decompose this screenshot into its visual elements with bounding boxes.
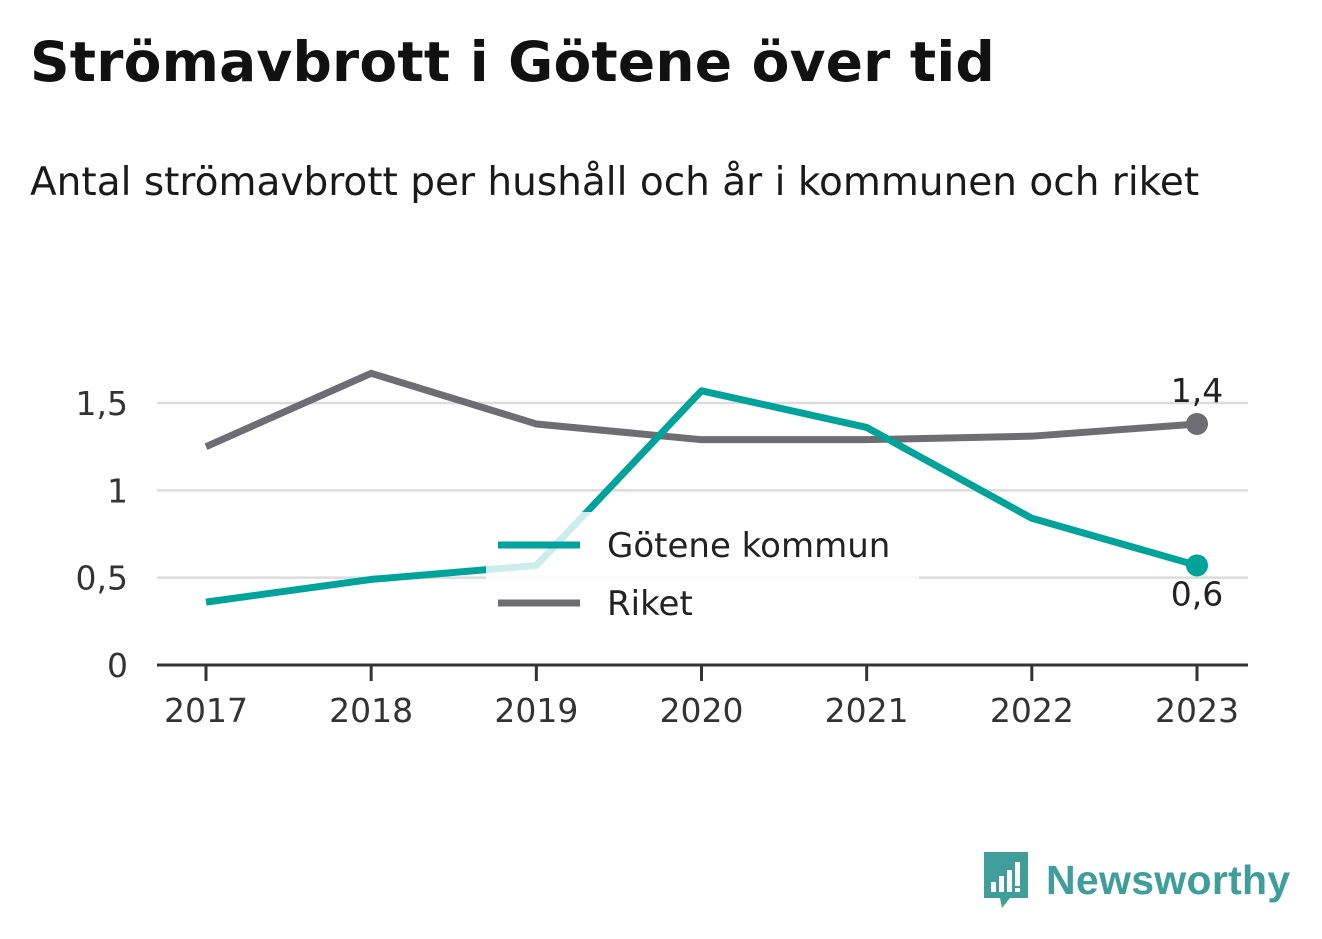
series-line-gotene: [205, 387, 1198, 606]
end-marker: [1186, 412, 1208, 435]
logo-text: Newsworthy: [1046, 856, 1291, 903]
legend-label: Götene kommun: [607, 526, 890, 566]
y-tick-label: 1,5: [76, 384, 128, 423]
y-tick-label: 0: [107, 646, 128, 685]
x-tick-label: 2018: [329, 691, 413, 730]
chart-title: Strömavbrott i Götene över tid: [30, 30, 995, 94]
legend-label: Riket: [607, 584, 693, 624]
end-markers: 0,6 1,4: [1171, 371, 1223, 613]
end-marker: [1186, 554, 1208, 577]
newsworthy-logo: Newsworthy: [980, 848, 1291, 912]
legend-background: [486, 512, 919, 630]
x-axis-ticks: 2017 2018 2019 2020 2021 2022 2023: [164, 665, 1239, 730]
series-lines: [204, 369, 1198, 606]
chart-subtitle: Antal strömavbrott per hushåll och år i …: [30, 160, 1200, 205]
x-tick-label: 2022: [990, 691, 1074, 730]
end-value-label: 0,6: [1171, 574, 1223, 613]
y-axis-tick-labels: 0 0,5 1 1,5: [76, 384, 128, 685]
y-tick-label: 1: [107, 471, 128, 510]
end-value-label: 1,4: [1171, 371, 1223, 410]
legend: Götene kommun Riket: [486, 512, 919, 630]
x-tick-label: 2020: [660, 691, 744, 730]
y-tick-label: 0,5: [76, 559, 128, 598]
x-tick-label: 2021: [825, 691, 909, 730]
x-tick-label: 2023: [1155, 691, 1239, 730]
x-tick-label: 2019: [494, 691, 578, 730]
bar-chart-speech-bubble-icon: [984, 852, 1028, 908]
series-line-riket: [204, 369, 1198, 450]
x-tick-label: 2017: [164, 691, 248, 730]
